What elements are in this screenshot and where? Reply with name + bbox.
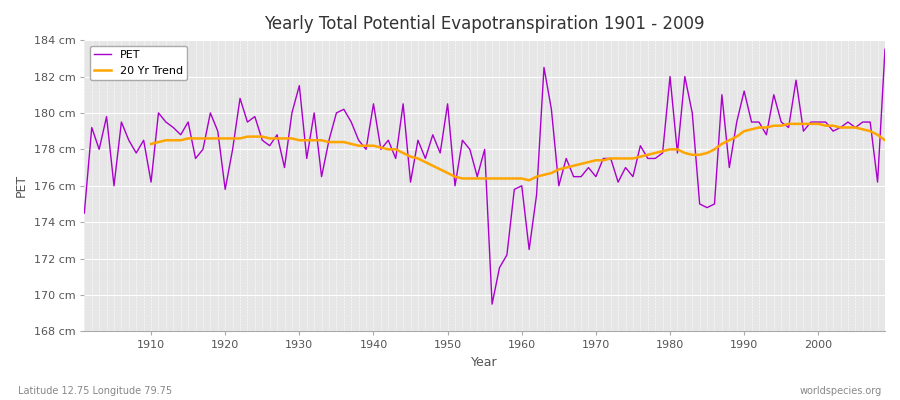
PET xyxy=(302,156,312,161)
PET xyxy=(487,302,498,306)
20 Yr Trend xyxy=(286,136,297,141)
PET xyxy=(524,247,535,252)
PET xyxy=(879,47,890,52)
20 Yr Trend xyxy=(146,142,157,146)
Legend: PET, 20 Yr Trend: PET, 20 Yr Trend xyxy=(90,46,187,80)
Text: Latitude 12.75 Longitude 79.75: Latitude 12.75 Longitude 79.75 xyxy=(18,386,172,396)
Title: Yearly Total Potential Evapotranspiration 1901 - 2009: Yearly Total Potential Evapotranspiratio… xyxy=(265,15,705,33)
20 Yr Trend xyxy=(316,138,327,143)
20 Yr Trend xyxy=(531,174,542,179)
Text: worldspecies.org: worldspecies.org xyxy=(800,386,882,396)
20 Yr Trend xyxy=(879,138,890,143)
20 Yr Trend xyxy=(783,122,794,126)
PET xyxy=(517,183,527,188)
X-axis label: Year: Year xyxy=(472,356,498,369)
20 Yr Trend xyxy=(590,158,601,163)
PET xyxy=(79,211,90,216)
Line: 20 Yr Trend: 20 Yr Trend xyxy=(151,124,885,180)
Y-axis label: PET: PET xyxy=(15,174,28,197)
PET xyxy=(346,120,356,124)
Line: PET: PET xyxy=(85,49,885,304)
20 Yr Trend xyxy=(835,125,846,130)
20 Yr Trend xyxy=(524,178,535,183)
PET xyxy=(613,180,624,184)
PET xyxy=(139,138,149,143)
20 Yr Trend xyxy=(858,127,868,132)
